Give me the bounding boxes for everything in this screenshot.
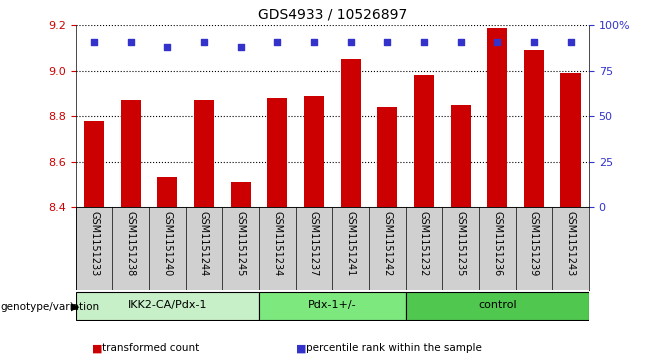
Point: [345, 39, 356, 45]
Text: GSM1151236: GSM1151236: [492, 211, 502, 276]
Text: GSM1151235: GSM1151235: [455, 211, 466, 277]
Bar: [405, 292, 589, 320]
Bar: [487, 28, 507, 207]
Point: [89, 39, 99, 45]
Bar: [304, 96, 324, 207]
Bar: [267, 98, 288, 207]
Point: [382, 39, 393, 45]
Point: [236, 44, 246, 50]
Text: ■: ■: [296, 343, 307, 354]
Bar: [341, 60, 361, 207]
Text: ■: ■: [92, 343, 103, 354]
Text: GSM1151232: GSM1151232: [419, 211, 429, 277]
Text: Pdx-1+/-: Pdx-1+/-: [308, 300, 357, 310]
Text: control: control: [478, 300, 517, 310]
Point: [565, 39, 576, 45]
Text: GSM1151245: GSM1151245: [236, 211, 245, 277]
Bar: [377, 107, 397, 207]
Point: [528, 39, 539, 45]
Bar: [561, 73, 580, 207]
Text: GSM1151234: GSM1151234: [272, 211, 282, 276]
Point: [418, 39, 429, 45]
Text: GSM1151233: GSM1151233: [89, 211, 99, 276]
Bar: [84, 121, 104, 207]
Text: GSM1151243: GSM1151243: [566, 211, 576, 276]
Point: [272, 39, 282, 45]
Bar: [194, 100, 214, 207]
Bar: [76, 292, 259, 320]
Bar: [414, 75, 434, 207]
Text: GSM1151241: GSM1151241: [345, 211, 355, 276]
Text: transformed count: transformed count: [102, 343, 199, 354]
Bar: [230, 182, 251, 207]
Text: percentile rank within the sample: percentile rank within the sample: [306, 343, 482, 354]
Text: ▶: ▶: [71, 302, 80, 312]
Bar: [259, 292, 405, 320]
Bar: [451, 105, 470, 207]
Text: GSM1151239: GSM1151239: [529, 211, 539, 276]
Text: IKK2-CA/Pdx-1: IKK2-CA/Pdx-1: [128, 300, 207, 310]
Text: genotype/variation: genotype/variation: [1, 302, 100, 312]
Bar: [524, 50, 544, 207]
Text: GSM1151240: GSM1151240: [163, 211, 172, 276]
Point: [309, 39, 319, 45]
Point: [126, 39, 136, 45]
Text: GSM1151237: GSM1151237: [309, 211, 319, 277]
Title: GDS4933 / 10526897: GDS4933 / 10526897: [258, 8, 407, 21]
Text: GSM1151242: GSM1151242: [382, 211, 392, 277]
Text: GSM1151238: GSM1151238: [126, 211, 136, 276]
Point: [455, 39, 466, 45]
Bar: [120, 100, 141, 207]
Point: [199, 39, 209, 45]
Bar: [157, 178, 178, 207]
Point: [492, 39, 503, 45]
Text: GSM1151244: GSM1151244: [199, 211, 209, 276]
Point: [162, 44, 172, 50]
